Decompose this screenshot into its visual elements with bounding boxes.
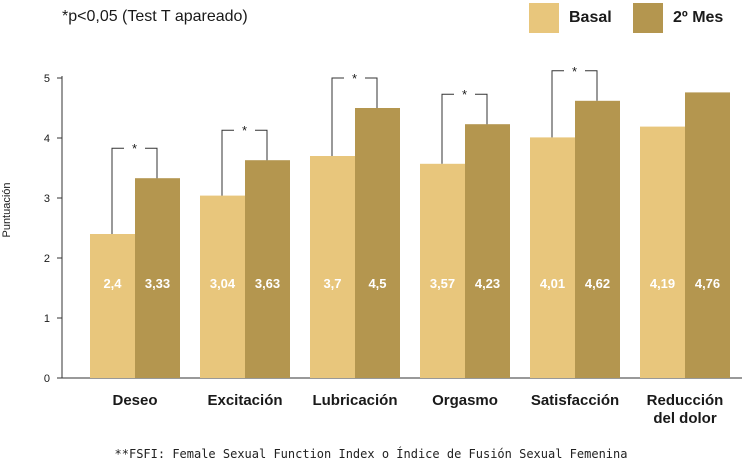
significance-bracket <box>331 77 378 156</box>
bar-basal <box>200 195 245 378</box>
bar-mes2 <box>245 160 290 378</box>
significance-star: * <box>572 64 577 79</box>
bar-value-label: 2,4 <box>103 276 122 291</box>
bar-basal <box>310 156 355 378</box>
y-tick-label: 2 <box>44 253 50 265</box>
bar-value-label: 4,62 <box>585 276 610 291</box>
bar-mes2 <box>135 178 180 378</box>
footnote: **FSFI: Female Sexual Function Index o Í… <box>114 447 628 461</box>
x-category-label: Satisfacción <box>531 392 619 409</box>
significance-note: *p<0,05 (Test T apareado) <box>62 8 248 25</box>
significance-star: * <box>242 123 247 138</box>
x-category-label: Deseo <box>112 392 157 409</box>
significance-bracket <box>551 70 598 138</box>
significance-bracket <box>111 147 158 234</box>
bar-basal <box>420 163 465 378</box>
bar-value-label: 3,7 <box>323 276 341 291</box>
bar-basal <box>530 137 575 378</box>
y-tick-label: 0 <box>44 373 50 385</box>
significance-star: * <box>132 141 137 156</box>
significance-star: * <box>462 87 467 102</box>
significance-bracket <box>221 129 268 196</box>
bar-value-label: 4,5 <box>368 276 386 291</box>
legend-label-mes2: 2º Mes <box>673 9 724 26</box>
legend-label-basal: Basal <box>569 9 612 26</box>
bar-value-label: 3,57 <box>430 276 455 291</box>
x-category-label: Lubricación <box>312 392 397 409</box>
bar-mes2 <box>465 124 510 378</box>
significance-bracket <box>441 93 488 164</box>
bar-mes2 <box>575 100 620 379</box>
significance-star: * <box>352 71 357 86</box>
y-tick-label: 5 <box>44 73 50 85</box>
bar-value-label: 3,63 <box>255 276 280 291</box>
bar-basal <box>90 234 135 378</box>
y-tick-label: 3 <box>44 193 50 205</box>
bar-value-label: 4,01 <box>540 276 565 291</box>
legend-swatch-basal <box>529 3 559 33</box>
x-category-label: Reducción <box>647 392 724 409</box>
bar-basal <box>640 126 685 378</box>
bar-mes2 <box>355 108 400 378</box>
bar-value-label: 4,76 <box>695 276 720 291</box>
legend-mes2: 2º Mes <box>633 3 723 33</box>
legend-swatch-mes2 <box>633 3 663 33</box>
bar-value-label: 4,23 <box>475 276 500 291</box>
bar-value-label: 3,33 <box>145 276 170 291</box>
y-tick-label: 1 <box>44 313 50 325</box>
x-category-label: Excitación <box>207 392 282 409</box>
legend-basal: Basal <box>529 3 612 33</box>
bar-value-label: 3,04 <box>210 276 236 291</box>
bar-value-label: 4,19 <box>650 276 675 291</box>
x-category-label: Orgasmo <box>432 392 498 409</box>
x-category-label: del dolor <box>653 410 716 427</box>
y-axis-label: Puntuación <box>1 182 13 237</box>
y-tick-label: 4 <box>44 133 50 145</box>
bar-mes2 <box>685 92 730 379</box>
